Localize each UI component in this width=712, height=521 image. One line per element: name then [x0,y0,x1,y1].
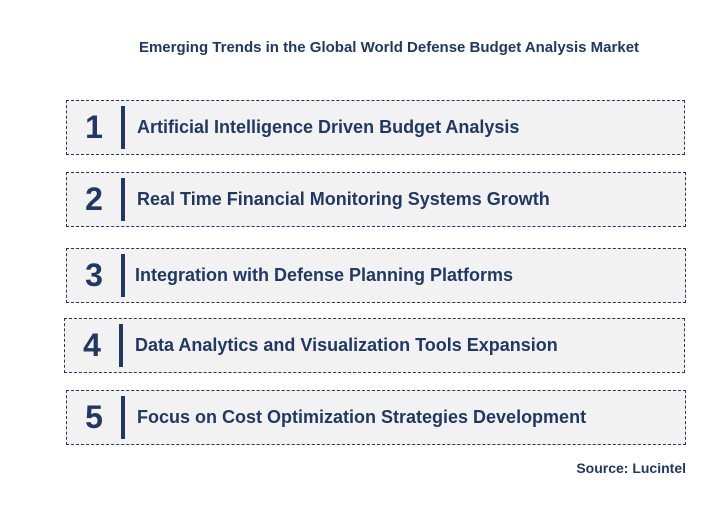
divider-bar [121,254,125,297]
diagram-title: Emerging Trends in the Global World Defe… [138,39,640,56]
source-credit: Source: Lucintel [576,460,686,476]
trend-label: Real Time Financial Monitoring Systems G… [137,189,550,209]
trend-item-4: 4 Data Analytics and Visualization Tools… [64,318,685,373]
divider-bar [119,324,123,367]
trend-label: Integration with Defense Planning Platfo… [135,265,514,285]
trend-label: Focus on Cost Optimization Strategies De… [137,407,587,427]
divider-bar [121,178,125,221]
trend-item-3: 3 Integration with Defense Planning Plat… [66,248,686,303]
trend-number: 3 [85,257,103,293]
trend-label: Data Analytics and Visualization Tools E… [135,335,558,355]
trend-item-1: 1 Artificial Intelligence Driven Budget … [66,100,685,155]
divider-bar [121,106,125,149]
trend-item-5: 5 Focus on Cost Optimization Strategies … [66,390,686,445]
trend-number: 5 [85,399,103,435]
trend-number: 1 [85,109,103,145]
trend-item-2: 2 Real Time Financial Monitoring Systems… [66,172,686,227]
trend-label: Artificial Intelligence Driven Budget An… [137,117,520,137]
trend-number: 2 [85,181,103,217]
trend-number: 4 [83,327,101,363]
divider-bar [121,396,125,439]
